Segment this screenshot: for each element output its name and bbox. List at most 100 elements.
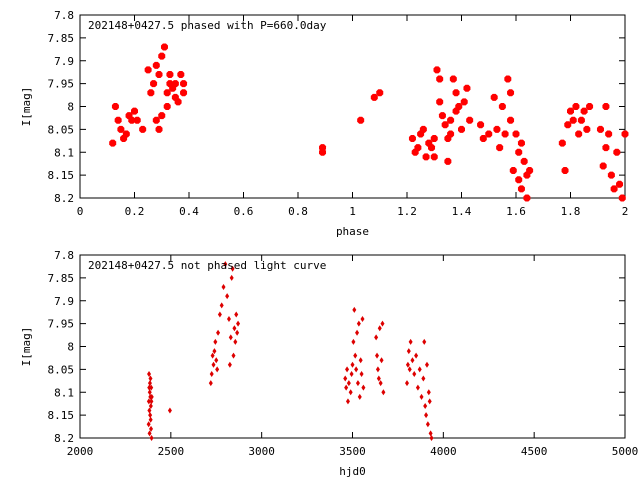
data-point xyxy=(210,352,215,359)
x-tick-label: 0 xyxy=(77,205,84,218)
data-point xyxy=(621,130,629,138)
data-point xyxy=(111,103,119,110)
data-point xyxy=(426,389,431,396)
data-point xyxy=(378,380,383,387)
data-point xyxy=(152,61,160,69)
data-point xyxy=(230,265,235,272)
data-point xyxy=(412,370,417,377)
data-point xyxy=(558,139,566,147)
data-point xyxy=(149,384,154,391)
y-axis-ticks: 7.8 7.85 7.9 7.95 8 8.05 8.1 8.15 8.2 xyxy=(48,249,625,445)
data-point xyxy=(148,402,153,409)
data-point xyxy=(583,125,591,133)
data-point xyxy=(490,93,498,101)
data-point xyxy=(408,135,416,143)
data-point xyxy=(423,402,428,409)
data-point xyxy=(569,116,577,124)
data-point xyxy=(406,348,411,355)
data-point xyxy=(507,116,515,124)
data-point xyxy=(147,380,152,387)
data-point xyxy=(144,66,152,74)
data-point xyxy=(354,366,359,373)
data-point xyxy=(180,80,188,88)
data-point xyxy=(346,380,351,387)
data-point xyxy=(147,370,152,377)
data-point xyxy=(345,398,350,405)
data-point xyxy=(504,75,512,83)
data-point xyxy=(226,316,231,323)
data-point xyxy=(498,103,506,110)
data-point xyxy=(466,116,474,124)
data-point xyxy=(610,185,618,193)
data-point xyxy=(463,84,471,92)
data-point xyxy=(452,89,460,97)
data-point xyxy=(155,125,163,133)
data-point xyxy=(599,162,607,170)
x-axis-label: hjd0 xyxy=(339,465,366,478)
data-point xyxy=(211,361,216,368)
y-tick-label: 7.9 xyxy=(54,295,74,308)
data-point xyxy=(429,435,434,441)
data-point xyxy=(507,89,515,97)
data-point xyxy=(602,144,610,152)
data-point xyxy=(352,306,357,313)
data-point xyxy=(415,384,420,391)
data-point xyxy=(343,375,348,382)
data-point xyxy=(580,107,588,115)
data-points xyxy=(146,261,434,441)
y-axis-label: I[mag] xyxy=(20,327,33,367)
data-point xyxy=(596,125,604,133)
data-point xyxy=(425,421,430,428)
data-point xyxy=(449,75,457,83)
data-point xyxy=(485,130,493,138)
data-point xyxy=(345,366,350,373)
data-point xyxy=(424,412,429,419)
data-point xyxy=(180,89,188,97)
data-point xyxy=(174,98,182,106)
data-point xyxy=(146,398,151,405)
data-point xyxy=(520,157,528,165)
data-point xyxy=(414,144,422,152)
data-point xyxy=(344,384,349,391)
data-point xyxy=(233,338,238,345)
data-point xyxy=(348,389,353,396)
data-point xyxy=(517,139,525,147)
data-point xyxy=(160,43,168,51)
data-point xyxy=(375,352,380,359)
data-point xyxy=(133,116,141,124)
data-point xyxy=(148,412,153,419)
x-tick-label: 4500 xyxy=(521,445,548,458)
data-point xyxy=(171,80,179,88)
data-point xyxy=(567,107,574,115)
y-tick-label: 8.15 xyxy=(48,169,75,182)
data-point xyxy=(377,325,382,332)
y-tick-label: 8.05 xyxy=(48,363,75,376)
data-point xyxy=(419,393,424,400)
data-point xyxy=(428,144,436,152)
data-point xyxy=(146,421,151,428)
data-point xyxy=(436,75,444,83)
x-axis-ticks: 0 0.2 0.4 0.6 0.8 1 1.2 1.4 1.6 1.8 2 xyxy=(77,15,628,218)
data-point xyxy=(436,98,444,106)
data-point xyxy=(359,370,364,377)
data-point xyxy=(351,338,356,345)
data-point xyxy=(149,393,154,400)
y-axis-ticks: 7.8 7.85 7.9 7.95 8 8.05 8.1 8.15 8.2 xyxy=(48,9,625,205)
x-tick-label: 1 xyxy=(349,205,356,218)
x-tick-label: 3500 xyxy=(339,445,366,458)
data-point xyxy=(149,435,154,441)
data-point xyxy=(607,171,615,179)
data-point xyxy=(509,167,517,175)
x-tick-label: 0.8 xyxy=(288,205,308,218)
data-point xyxy=(381,389,386,396)
data-point xyxy=(477,121,485,129)
data-point xyxy=(602,103,610,110)
data-point xyxy=(430,135,438,143)
data-point xyxy=(215,366,220,373)
x-axis-label: phase xyxy=(336,225,369,238)
data-point xyxy=(618,194,626,202)
data-point xyxy=(234,311,239,318)
data-point xyxy=(433,66,441,74)
data-point xyxy=(114,116,122,124)
data-point xyxy=(419,125,427,133)
